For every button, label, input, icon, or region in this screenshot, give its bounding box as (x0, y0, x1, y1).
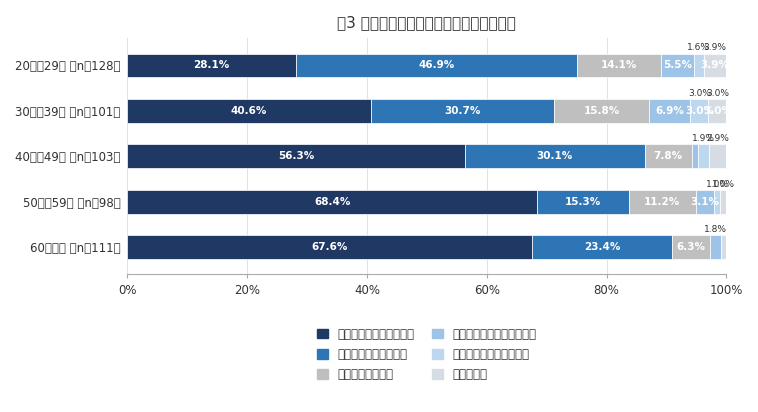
Text: 3.0%: 3.0% (685, 106, 714, 116)
Text: 11.2%: 11.2% (644, 197, 681, 207)
Bar (127, 235, 532, 259)
Bar (649, 99, 691, 123)
Text: 7.8%: 7.8% (653, 151, 683, 161)
Text: 3.0%: 3.0% (688, 89, 711, 98)
Legend: 非常に値上がりを感じた, やや値上がりを感じた, 昨年と変わらない, あまり値上がりを感じない, 全く値上がりを感じない, わからない: 非常に値上がりを感じた, やや値上がりを感じた, 昨年と変わらない, あまり値上… (318, 328, 537, 381)
Bar (127, 54, 296, 77)
Text: 1.0%: 1.0% (706, 180, 729, 189)
Bar (721, 235, 726, 259)
Text: 30.1%: 30.1% (537, 151, 573, 161)
Text: 3.0%: 3.0% (703, 106, 731, 116)
Text: 5.5%: 5.5% (663, 61, 692, 70)
Bar (709, 145, 726, 168)
Bar (532, 235, 672, 259)
Text: 14.1%: 14.1% (600, 61, 637, 70)
Text: 6.3%: 6.3% (677, 242, 706, 252)
Bar (710, 235, 721, 259)
Text: 28.1%: 28.1% (193, 61, 230, 70)
Text: 1.0%: 1.0% (712, 180, 735, 189)
Bar (697, 145, 709, 168)
Text: 15.3%: 15.3% (565, 197, 601, 207)
Bar (691, 99, 708, 123)
Bar (537, 190, 628, 213)
Bar (577, 54, 661, 77)
Text: 23.4%: 23.4% (584, 242, 621, 252)
Text: 1.9%: 1.9% (692, 134, 715, 143)
Text: 2.9%: 2.9% (706, 134, 729, 143)
Text: 40.6%: 40.6% (231, 106, 268, 116)
Bar (691, 145, 697, 168)
Text: 1.6%: 1.6% (688, 43, 710, 52)
Bar (708, 99, 726, 123)
Bar (127, 145, 465, 168)
Text: 3.0%: 3.0% (706, 89, 729, 98)
Text: 46.9%: 46.9% (418, 61, 454, 70)
Text: 1.8%: 1.8% (704, 225, 727, 234)
Bar (696, 190, 714, 213)
Bar (661, 54, 694, 77)
Text: 56.3%: 56.3% (278, 151, 314, 161)
Bar (127, 190, 537, 213)
Bar (694, 54, 703, 77)
Title: 図3 商品やサービスの値上がり（年代別）: 図3 商品やサービスの値上がり（年代別） (337, 15, 516, 30)
Bar (465, 145, 645, 168)
Bar (714, 190, 720, 213)
Bar (371, 99, 554, 123)
Text: 3.9%: 3.9% (701, 61, 730, 70)
Text: 6.9%: 6.9% (655, 106, 684, 116)
Bar (645, 145, 691, 168)
Bar (720, 190, 726, 213)
Text: 68.4%: 68.4% (314, 197, 350, 207)
Text: 15.8%: 15.8% (584, 106, 620, 116)
Text: 30.7%: 30.7% (444, 106, 481, 116)
Bar (703, 54, 727, 77)
Bar (296, 54, 577, 77)
Bar (628, 190, 696, 213)
Bar (672, 235, 710, 259)
Bar (127, 99, 371, 123)
Text: 3.9%: 3.9% (703, 43, 727, 52)
Text: 67.6%: 67.6% (312, 242, 348, 252)
Bar (554, 99, 649, 123)
Text: 3.1%: 3.1% (691, 197, 719, 207)
